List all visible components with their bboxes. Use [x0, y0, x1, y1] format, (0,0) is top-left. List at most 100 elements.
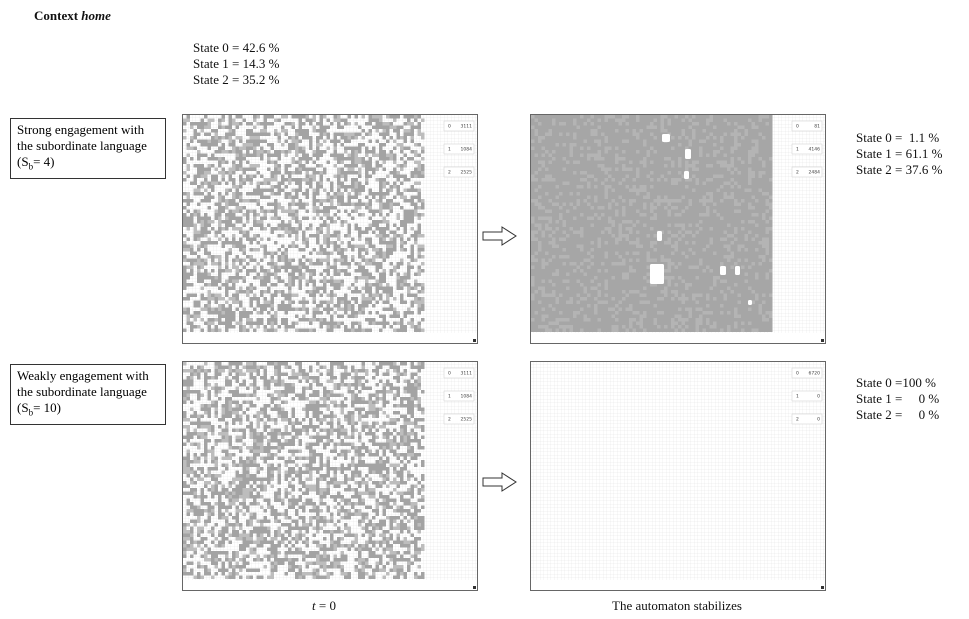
- cell: [235, 379, 239, 383]
- cell: [239, 418, 243, 422]
- cell: [186, 456, 190, 460]
- cell: [389, 237, 393, 241]
- cell: [365, 248, 369, 252]
- cell: [379, 150, 383, 154]
- cell: [344, 132, 348, 136]
- cell: [221, 171, 225, 175]
- cell: [281, 456, 285, 460]
- cell: [351, 160, 355, 164]
- cell: [197, 122, 201, 126]
- cell: [183, 286, 187, 290]
- cell: [270, 362, 274, 366]
- cell: [323, 125, 327, 129]
- cell: [622, 199, 626, 203]
- cell: [650, 125, 654, 129]
- cell: [211, 118, 215, 122]
- cell: [382, 474, 386, 478]
- cell: [193, 262, 197, 266]
- cell: [636, 321, 640, 325]
- cell: [305, 484, 309, 488]
- cell: [330, 379, 334, 383]
- cell: [263, 414, 267, 418]
- cell: [256, 411, 260, 415]
- cell: [396, 115, 400, 119]
- cell: [667, 269, 671, 273]
- cell: [414, 325, 418, 329]
- cell: [351, 181, 355, 185]
- cell: [323, 400, 327, 404]
- cell: [361, 311, 365, 315]
- cell: [534, 258, 538, 262]
- cell: [295, 129, 299, 133]
- cell: [232, 241, 236, 245]
- cell: [302, 318, 306, 322]
- cell: [375, 269, 379, 273]
- cell: [650, 244, 654, 248]
- cell: [326, 325, 330, 329]
- cell: [186, 432, 190, 436]
- cell: [260, 276, 264, 280]
- cell: [382, 241, 386, 245]
- counter-box: [443, 120, 475, 132]
- cell: [302, 307, 306, 311]
- cell: [337, 283, 341, 287]
- cell: [263, 300, 267, 304]
- cell: [692, 234, 696, 238]
- cell: [302, 230, 306, 234]
- cell: [186, 439, 190, 443]
- cell: [548, 209, 552, 213]
- cell: [389, 463, 393, 467]
- cell: [197, 467, 201, 471]
- cell: [375, 139, 379, 143]
- cell: [263, 276, 267, 280]
- cell: [552, 230, 556, 234]
- cell: [228, 400, 232, 404]
- cell: [267, 393, 271, 397]
- cell: [326, 118, 330, 122]
- cell: [580, 244, 584, 248]
- cell: [681, 251, 685, 255]
- cell: [309, 470, 313, 474]
- cell: [281, 188, 285, 192]
- cell: [295, 421, 299, 425]
- cell: [242, 311, 246, 315]
- cell: [326, 199, 330, 203]
- cell: [291, 202, 295, 206]
- cell: [197, 279, 201, 283]
- cell: [389, 286, 393, 290]
- cell: [235, 321, 239, 325]
- cell: [274, 293, 278, 297]
- cell: [396, 432, 400, 436]
- cell: [232, 428, 236, 432]
- cell: [657, 311, 661, 315]
- cell: [358, 150, 362, 154]
- cell: [393, 118, 397, 122]
- cell: [344, 202, 348, 206]
- cell: [545, 262, 549, 266]
- cell: [379, 442, 383, 446]
- cell: [232, 167, 236, 171]
- cell: [393, 269, 397, 273]
- cell: [354, 495, 358, 499]
- cell: [685, 283, 689, 287]
- cell: [190, 293, 194, 297]
- cell: [291, 442, 295, 446]
- cell: [309, 460, 313, 464]
- cell: [228, 209, 232, 213]
- cell: [629, 241, 633, 245]
- cell: [382, 453, 386, 457]
- cell: [284, 132, 288, 136]
- cell: [333, 262, 337, 266]
- cell: [403, 491, 407, 495]
- cell: [650, 258, 654, 262]
- cell: [337, 495, 341, 499]
- cell: [361, 286, 365, 290]
- cell: [316, 227, 320, 231]
- cell: [379, 227, 383, 231]
- cell: [312, 234, 316, 238]
- cell: [295, 276, 299, 280]
- cell: [347, 157, 351, 161]
- cell: [260, 321, 264, 325]
- cell: [225, 411, 229, 415]
- cell: [204, 199, 208, 203]
